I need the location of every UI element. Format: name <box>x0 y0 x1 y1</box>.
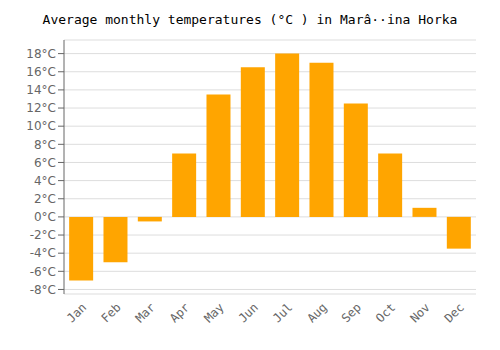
svg-text:14°C: 14°C <box>26 83 56 97</box>
svg-text:-4°C: -4°C <box>30 246 56 260</box>
svg-text:16°C: 16°C <box>26 65 56 79</box>
svg-text:2°C: 2°C <box>34 192 56 206</box>
svg-text:Dec: Dec <box>442 300 467 325</box>
svg-text:18°C: 18°C <box>26 47 56 61</box>
svg-text:Apr: Apr <box>167 300 192 325</box>
svg-text:-2°C: -2°C <box>30 228 56 242</box>
svg-text:Mar: Mar <box>133 300 158 325</box>
svg-text:0°C: 0°C <box>34 210 56 224</box>
svg-text:Jul: Jul <box>270 300 295 325</box>
svg-text:-8°C: -8°C <box>30 283 56 297</box>
svg-text:12°C: 12°C <box>26 101 56 115</box>
svg-text:4°C: 4°C <box>34 174 56 188</box>
svg-text:8°C: 8°C <box>34 138 56 152</box>
svg-text:6°C: 6°C <box>34 156 56 170</box>
svg-text:Oct: Oct <box>373 300 398 325</box>
svg-text:Jun: Jun <box>236 300 261 325</box>
svg-text:10°C: 10°C <box>26 119 56 133</box>
svg-text:-6°C: -6°C <box>30 265 56 279</box>
svg-text:Sep: Sep <box>339 300 364 325</box>
svg-text:Nov: Nov <box>407 300 432 325</box>
svg-text:Jan: Jan <box>64 300 89 325</box>
svg-text:Feb: Feb <box>98 300 123 325</box>
html-text:Average monthly temperatures (: Average monthly temperatures (°C ) in Ma… <box>42 12 458 27</box>
svg-text:May: May <box>201 300 226 325</box>
svg-text:Aug: Aug <box>304 300 329 325</box>
